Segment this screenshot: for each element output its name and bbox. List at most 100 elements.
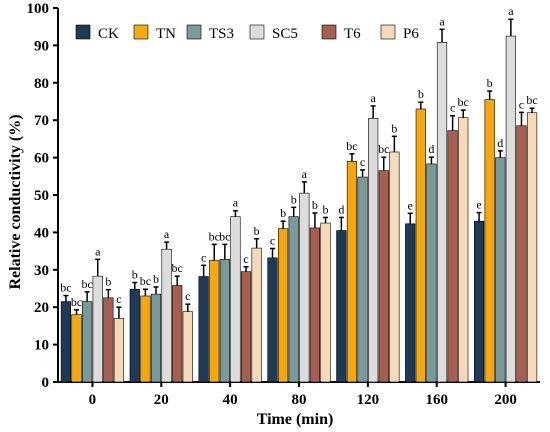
bar-ck xyxy=(198,276,209,383)
bar-tn xyxy=(209,260,220,383)
significance-label: b xyxy=(312,198,318,212)
x-tick-label: 200 xyxy=(494,392,517,408)
y-tick-label: 30 xyxy=(34,263,49,279)
legend-swatch-p6 xyxy=(380,24,396,40)
significance-label: b xyxy=(132,268,138,282)
significance-label: b xyxy=(153,272,159,286)
bar-p6 xyxy=(320,222,331,383)
x-tick-label: 20 xyxy=(154,392,169,408)
legend-swatch-t6 xyxy=(321,24,337,40)
bar-sc5 xyxy=(368,118,379,383)
y-tick-label: 70 xyxy=(34,113,49,129)
legend-label-ck: CK xyxy=(98,26,119,42)
significance-label: b xyxy=(254,224,260,238)
y-tick-label: 60 xyxy=(34,151,49,167)
bar-p6 xyxy=(113,318,125,383)
bar-sc5 xyxy=(505,35,516,383)
bar-tn xyxy=(415,108,426,383)
significance-label: b xyxy=(418,87,424,101)
legend-label-ts3: TS3 xyxy=(209,26,234,42)
significance-label: bc xyxy=(172,261,183,275)
significance-label: d xyxy=(428,142,434,156)
x-tick-label: 120 xyxy=(357,392,380,408)
significance-label: a xyxy=(370,91,376,105)
y-tick-label: 80 xyxy=(34,76,49,92)
significance-label: c xyxy=(360,155,365,169)
x-tick-label: 40 xyxy=(223,392,238,408)
significance-label: bc xyxy=(346,139,357,153)
bar-p6 xyxy=(251,247,262,383)
bar-ts3 xyxy=(495,157,506,383)
bar-ts3 xyxy=(219,259,230,383)
significance-label: a xyxy=(95,244,101,258)
bar-sc5 xyxy=(436,42,448,383)
x-tick-label: 80 xyxy=(292,392,307,408)
legend-label-p6: P6 xyxy=(403,26,419,42)
bar-sc5 xyxy=(161,248,172,383)
bar-sc5 xyxy=(230,216,241,383)
legend-swatch-sc5 xyxy=(249,24,265,40)
significance-label: b xyxy=(323,202,329,216)
bar-ck xyxy=(267,257,278,383)
significance-label: b xyxy=(291,192,297,206)
x-tick-label: 0 xyxy=(89,392,97,408)
legend-swatch-tn xyxy=(133,24,149,40)
y-tick-label: 20 xyxy=(34,300,49,316)
bar-tn xyxy=(71,314,82,383)
bar-t6 xyxy=(447,130,458,383)
y-tick-label: 90 xyxy=(34,38,49,54)
bar-ts3 xyxy=(426,163,437,383)
significance-label: bc xyxy=(219,229,230,243)
significance-label: a xyxy=(233,196,239,210)
y-tick-label: 100 xyxy=(27,1,50,17)
y-tick-label: 40 xyxy=(34,225,49,241)
y-tick-label: 50 xyxy=(34,188,49,204)
bar-ck xyxy=(473,220,485,383)
bar-ts3 xyxy=(150,293,162,383)
bar-t6 xyxy=(378,170,389,383)
significance-label: c xyxy=(270,233,275,247)
bar-ts3 xyxy=(357,176,368,383)
significance-label: b xyxy=(280,206,286,220)
bar-sc5 xyxy=(299,192,310,383)
significance-label: d xyxy=(338,202,344,216)
bar-ck xyxy=(405,223,416,383)
significance-label: bc xyxy=(71,295,82,309)
legend-label-tn: TN xyxy=(156,26,176,42)
legend-label-t6: T6 xyxy=(344,26,361,42)
bar-ck xyxy=(336,230,347,383)
significance-label: c xyxy=(519,97,524,111)
significance-label: c xyxy=(243,252,248,266)
significance-label: bc xyxy=(140,274,151,288)
significance-label: d xyxy=(497,136,503,150)
legend-label-sc5: SC5 xyxy=(272,26,298,42)
significance-label: bc xyxy=(60,281,71,295)
y-tick-label: 10 xyxy=(34,338,49,354)
significance-label: bc xyxy=(378,142,389,156)
bar-p6 xyxy=(526,112,538,383)
bar-t6 xyxy=(240,271,252,383)
legend: CK TN TS3 SC5 T6 P6 xyxy=(75,24,419,42)
significance-label: e xyxy=(408,198,413,212)
significance-label: b xyxy=(487,76,493,90)
bar-t6 xyxy=(516,125,527,383)
significance-label: b xyxy=(105,275,111,289)
bar-tn xyxy=(484,99,495,383)
significance-label: c xyxy=(185,289,190,303)
significance-label: e xyxy=(476,198,481,212)
legend-swatch-ts3 xyxy=(186,24,202,40)
significance-label: b xyxy=(391,121,397,135)
bar-p6 xyxy=(389,151,400,383)
x-axis-title: Time (min) xyxy=(257,411,334,428)
bar-p6 xyxy=(458,117,469,383)
significance-label: a xyxy=(508,4,514,18)
significance-label: a xyxy=(302,167,308,181)
y-tick-label: 0 xyxy=(42,375,50,391)
bar-sc5 xyxy=(92,275,103,383)
bar-t6 xyxy=(103,297,114,383)
bar-ts3 xyxy=(288,216,299,383)
bar-tn xyxy=(140,295,151,383)
bar-t6 xyxy=(309,227,321,383)
